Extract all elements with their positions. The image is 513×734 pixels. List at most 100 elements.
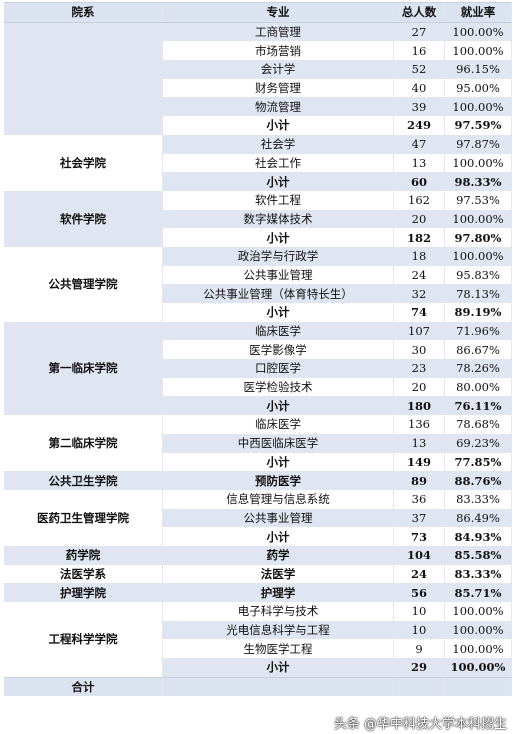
major-cell: 公共事业管理	[162, 508, 394, 528]
subtotal-row: 护理学院 护理学 56 85.71%	[4, 583, 512, 602]
table-body: 工商管理 27 100.00% 市场营销 16 100.00% 会计学 52 96.15% 财务管…	[4, 22, 512, 678]
subtotal-row: 小计 182 97.80%	[4, 228, 512, 247]
subtotal-row: 小计 60 98.33%	[4, 172, 512, 191]
school-cell: 第一临床学院	[4, 321, 163, 416]
major-cell: 法医学	[162, 564, 394, 584]
school-cell: 护理学院	[4, 583, 163, 602]
total-cell: 73	[393, 527, 445, 546]
table-row: 社会学院 社会学 47 97.87%	[4, 134, 512, 191]
major-cell: 光电信息科学与工程	[162, 620, 394, 640]
rate-cell: 76.11%	[444, 396, 512, 416]
total-cell: 24	[393, 265, 445, 285]
table-row: 中西医临床医学 13 69.23%	[4, 433, 512, 453]
rate-cell: 69.23%	[444, 433, 512, 453]
major-cell: 小计	[162, 172, 394, 191]
rate-cell: 97.80%	[444, 228, 512, 247]
table-row: 公共管理学院 政治学与行政学 18 100.00%	[4, 246, 512, 322]
header-major: 专业	[162, 2, 394, 23]
header-total: 总人数	[393, 2, 445, 23]
rate-cell: 100.00%	[444, 602, 512, 621]
total-cell: 24	[393, 564, 445, 584]
major-cell: 小计	[162, 527, 394, 546]
major-cell: 社会学	[162, 134, 394, 154]
rate-cell: 84.93%	[444, 527, 512, 546]
table-row: 医学影像学 30 86.67%	[4, 340, 512, 360]
total-cell: 39	[393, 97, 445, 117]
table-header-row: 院系 专业 总人数 就业率	[4, 2, 512, 23]
school-cell: 社会学院	[4, 134, 163, 191]
subtotal-row: 小计 180 76.11%	[4, 396, 512, 416]
rate-cell: 100.00%	[444, 97, 512, 117]
rate-cell: 83.33%	[444, 564, 512, 584]
table-row: 医学检验技术 20 80.00%	[4, 377, 512, 397]
rate-cell: 78.13%	[444, 284, 512, 303]
major-cell: 电子科学与技术	[162, 602, 394, 621]
rate-cell: 100.00%	[444, 246, 512, 266]
rate-cell: 80.00%	[444, 377, 512, 397]
major-cell: 临床医学	[162, 321, 394, 341]
subtotal-row: 小计 149 77.85%	[4, 452, 512, 472]
total-cell: 107	[393, 321, 445, 341]
total-cell: 36	[393, 489, 445, 509]
school-cell: 软件学院	[4, 190, 163, 247]
major-cell: 政治学与行政学	[162, 246, 394, 266]
total-cell: 27	[393, 22, 445, 42]
total-cell: 10	[393, 620, 445, 640]
total-cell: 56	[393, 583, 445, 602]
table-row: 第一临床学院 临床医学 107 71.96%	[4, 321, 512, 416]
rate-cell: 100.00%	[444, 153, 512, 173]
major-cell: 临床医学	[162, 415, 394, 434]
table-row: 口腔医学 23 78.26%	[4, 359, 512, 378]
rate-cell: 78.26%	[444, 359, 512, 378]
total-cell: 9	[393, 639, 445, 659]
rate-cell: 97.53%	[444, 190, 512, 210]
table-row: 公共事业管理 37 86.49%	[4, 508, 512, 528]
header-school: 院系	[4, 2, 163, 23]
rate-cell: 95.00%	[444, 78, 512, 98]
total-cell: 47	[393, 134, 445, 154]
total-cell: 23	[393, 359, 445, 378]
header-rate: 就业率	[444, 2, 512, 23]
table-row: 光电信息科学与工程 10 100.00%	[4, 620, 512, 640]
table-row: 公共事业管理（体育特长生） 32 78.13%	[4, 284, 512, 303]
major-cell: 会计学	[162, 60, 394, 79]
rate-cell: 96.15%	[444, 60, 512, 79]
total-cell: 10	[393, 602, 445, 621]
total-cell: 29	[393, 658, 445, 678]
total-cell: 52	[393, 60, 445, 79]
total-cell: 74	[393, 303, 445, 322]
major-cell: 财务管理	[162, 78, 394, 98]
school-cell: 第二临床学院	[4, 415, 163, 472]
total-cell: 13	[393, 433, 445, 453]
total-cell: 60	[393, 172, 445, 191]
total-cell: 20	[393, 377, 445, 397]
major-cell: 小计	[162, 452, 394, 472]
subtotal-row: 法医学系 法医学 24 83.33%	[4, 564, 512, 584]
rate-cell: 97.59%	[444, 116, 512, 135]
total-cell: 249	[393, 116, 445, 135]
major-cell: 小计	[162, 303, 394, 322]
total-cell: 182	[393, 228, 445, 247]
table-row: 工程科学学院 电子科学与技术 10 100.00%	[4, 602, 512, 678]
major-cell: 信息管理与信息系统	[162, 489, 394, 509]
total-cell: 18	[393, 246, 445, 266]
major-cell: 工商管理	[162, 22, 394, 42]
total-cell: 13	[393, 153, 445, 173]
major-cell: 社会工作	[162, 153, 394, 173]
total-cell: 40	[393, 78, 445, 98]
school-cell: 公共卫生学院	[4, 471, 163, 490]
total-cell: 30	[393, 340, 445, 360]
rate-cell: 100.00%	[444, 41, 512, 61]
total-cell: 32	[393, 284, 445, 303]
table-row: 软件学院 软件工程 162 97.53%	[4, 190, 512, 247]
major-cell: 公共事业管理	[162, 265, 394, 285]
rate-cell: 85.58%	[444, 545, 512, 565]
rate-cell: 100.00%	[444, 22, 512, 42]
rate-cell: 100.00%	[444, 658, 512, 678]
table-row: 会计学 52 96.15%	[4, 60, 512, 79]
table-row: 医药卫生管理学院 信息管理与信息系统 36 83.33%	[4, 489, 512, 546]
major-cell: 药学	[162, 545, 394, 565]
rate-cell: 78.68%	[444, 415, 512, 434]
watermark: 头条 @华中科技大学本科招生	[333, 717, 507, 732]
rate-cell: 100.00%	[444, 620, 512, 640]
